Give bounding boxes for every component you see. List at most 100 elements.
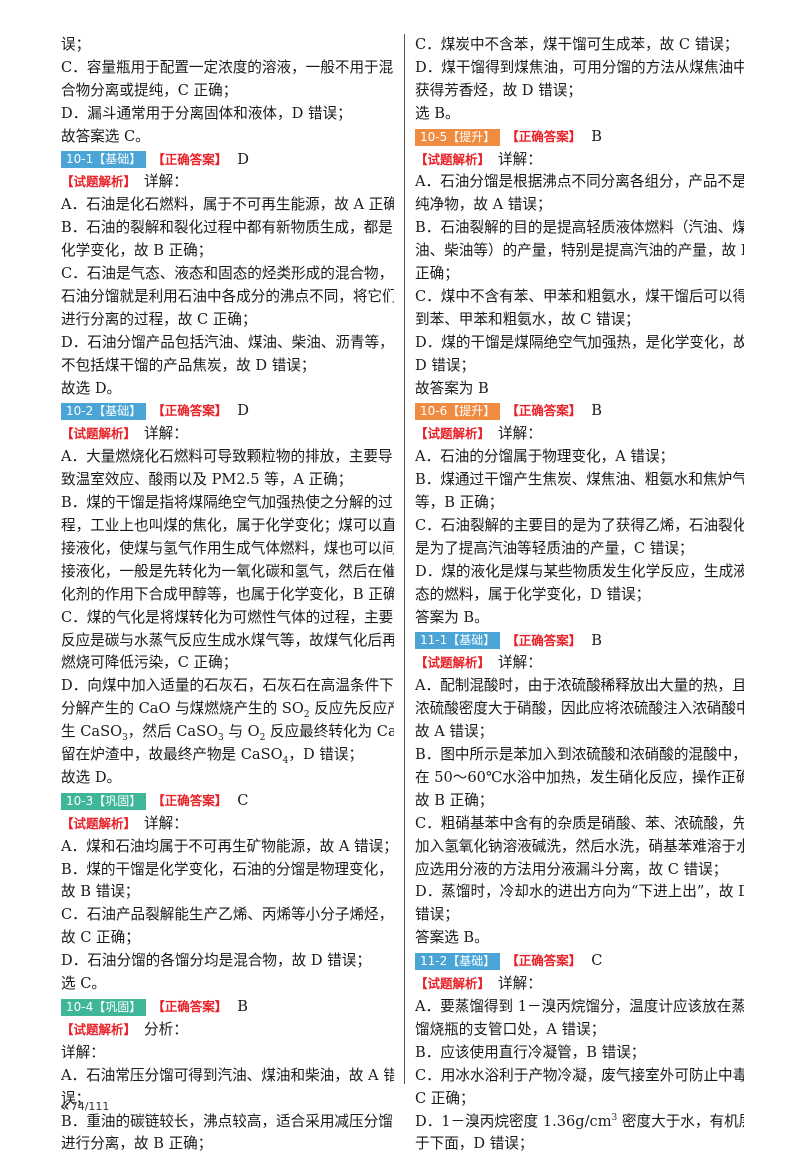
analysis-suffix: 详解： [144, 814, 188, 832]
correct-answer-value: B [591, 402, 602, 420]
back-arrows-icon[interactable]: « [60, 1097, 70, 1115]
analysis-header: 【试题解析】 分析： [61, 1019, 394, 1042]
text-line: 选 B。 [415, 104, 460, 122]
text-line: 故选 D。 [61, 768, 122, 786]
text-line: C．煤中不含有苯、甲苯和粗氨水，煤干馏后可以得 [415, 287, 744, 305]
text-line: 分解产生的 CaO 与煤燃烧产生的 SO2 反应先反应产 [61, 700, 394, 721]
correct-answer-value: B [237, 998, 248, 1016]
text-line: D．石油分馏产品包括汽油、煤油、柴油、沥青等， [61, 333, 394, 351]
question-code: 10-3 [66, 793, 94, 808]
text-line: 详解： [61, 1043, 105, 1061]
text-line: 态的燃料，属于化学变化，D 错误； [415, 585, 651, 603]
text-line: 燃烧可降低污染，C 正确； [61, 654, 238, 672]
text-line: A．石油是化石燃料，属于不可再生能源，故 A 正确； [61, 196, 394, 214]
analysis-suffix: 分析： [144, 1020, 188, 1038]
text-line: 进行分离，故 B 正确； [61, 1135, 213, 1153]
text-line: 油、柴油等）的产量，特别是提高汽油的产量，故 B [415, 242, 744, 260]
difficulty-label: 【基础】 [447, 633, 496, 648]
text-line: 正确； [415, 265, 459, 283]
analysis-label: 【试题解析】 [415, 976, 491, 992]
text-line: B．应该使用直行冷凝管，B 错误； [415, 1043, 646, 1061]
text-line: 误； [61, 36, 91, 53]
question-header: 10-4【巩固】 【正确答案】 B [61, 996, 394, 1019]
difficulty-label: 【基础】 [93, 152, 142, 167]
text-line: A．大量燃烧化石燃料可导致颗粒物的排放，主要导 [61, 448, 393, 466]
text-line: 故 B 错误； [61, 883, 140, 901]
text-line: A．配制混酸时，由于浓硫酸稀释放出大量的热，且 [415, 677, 744, 695]
question-tag: 11-1【基础】 [415, 632, 501, 650]
text-line: 应选用分液的方法用分液漏斗分离，故 C 错误； [415, 860, 728, 878]
question-tag: 10-1【基础】 [61, 151, 147, 169]
analysis-label: 【试题解析】 [61, 174, 137, 190]
difficulty-label: 【提升】 [447, 129, 496, 144]
text-line: C 正确； [415, 1089, 475, 1107]
analysis-header: 【试题解析】 详解： [415, 652, 744, 675]
text-line: 等，B 正确； [415, 494, 504, 512]
text-line: B．石油的裂解和裂化过程中都有新物质生成，都是 [61, 219, 393, 237]
analysis-suffix: 详解： [144, 173, 188, 191]
text-line: 选 C。 [61, 975, 106, 993]
text-line: 留在炉渣中，故最终产物是 CaSO4，D 错误； [61, 746, 364, 766]
correct-answer-label: 【正确答案】 [506, 128, 582, 144]
text-line: 合物分离或提纯，C 正确； [61, 81, 238, 99]
question-code: 10-1 [66, 152, 94, 167]
text-line: 反应是碳与水蒸气反应生成水煤气等，故煤气化后再 [61, 631, 394, 649]
correct-answer-value: D [237, 150, 249, 168]
text-line: D．石油分馏的各馏分均是混合物，故 D 错误； [61, 952, 371, 970]
analysis-label: 【试题解析】 [415, 426, 491, 442]
analysis-label: 【试题解析】 [61, 426, 137, 442]
text-line: 致温室效应、酸雨以及 PM2.5 等，A 正确； [61, 471, 353, 489]
text-line: C．石油产品裂解能生产乙烯、丙烯等小分子烯烃， [61, 906, 394, 924]
text-line: C．石油裂解的主要目的是为了获得乙烯，石油裂化 [415, 517, 744, 534]
analysis-header: 【试题解析】 详解： [61, 813, 394, 836]
column-divider [404, 34, 405, 1084]
text-line: 答案为 B。 [415, 608, 489, 626]
correct-answer-label: 【正确答案】 [506, 403, 582, 419]
question-header: 10-5【提升】 【正确答案】 B [415, 126, 744, 149]
text-line: 石油分馏就是利用石油中各成分的沸点不同，将它们 [61, 287, 394, 305]
text-line: 到苯、甲苯和粗氨水，故 C 错误； [415, 310, 640, 328]
text-line: 接液化，使煤与氢气作用生成气体燃料，煤也可以间 [61, 539, 394, 557]
analysis-label: 【试题解析】 [61, 1021, 137, 1037]
text-line: C．用冰水浴利于产物冷凝，废气接室外可防止中毒， [415, 1066, 744, 1084]
text-line: A．要蒸馏得到 1－溴丙烷馏分，温度计应该放在蒸 [415, 998, 744, 1015]
text-line: 故 C 正确； [61, 929, 140, 947]
analysis-label: 【试题解析】 [415, 655, 491, 671]
question-header: 10-3【巩固】 【正确答案】 C [61, 790, 394, 813]
text-line: 程，工业上也叫煤的焦化，属于化学变化；煤可以直 [61, 517, 394, 534]
analysis-header: 【试题解析】 详解： [415, 973, 744, 996]
correct-answer-value: D [237, 402, 249, 420]
text-line: 浓硫酸密度大于硝酸，因此应将浓硫酸注入浓硝酸中， [415, 700, 744, 718]
text-line: D．漏斗通常用于分离固体和液体，D 错误； [61, 104, 352, 122]
question-tag: 10-6【提升】 [415, 403, 501, 421]
text-line: 于下面，D 错误； [415, 1135, 534, 1153]
text-line: 不包括煤干馏的产品焦炭，故 D 错误； [61, 356, 316, 374]
analysis-suffix: 详解： [498, 150, 542, 168]
text-line: 化剂的作用下合成甲醇等，也属于化学变化，B 正确； [61, 585, 394, 603]
text-line: B．煤的干馏是化学变化，石油的分馏是物理变化， [61, 860, 393, 878]
text-line: D．煤干馏得到煤焦油，可用分馏的方法从煤焦油中 [415, 58, 744, 76]
text-line: C．煤的气化是将煤转化为可燃性气体的过程，主要 [61, 608, 394, 626]
text-line: D．1－溴丙烷密度 1.36g/cm3 密度大于水，有机层位 [415, 1112, 744, 1130]
right-column: C．煤炭中不含苯，煤干馏可生成苯，故 C 错误； D．煤干馏得到煤焦油，可用分馏的… [415, 34, 744, 1156]
text-line: 在 50～60℃水浴中加热，发生硝化反应，操作正确， [415, 768, 744, 786]
text-line: A．煤和石油均属于不可再生矿物能源，故 A 错误； [61, 837, 394, 855]
text-line: D．煤的液化是煤与某些物质发生化学反应，生成液 [415, 562, 744, 580]
correct-answer-label: 【正确答案】 [152, 403, 228, 419]
question-tag: 10-2【基础】 [61, 403, 147, 421]
correct-answer-value: B [591, 631, 602, 649]
correct-answer-value: C [591, 952, 603, 970]
question-header: 10-2【基础】 【正确答案】 D [61, 400, 394, 423]
text-line: 故 A 错误； [415, 723, 494, 741]
text-line: A．石油分馏是根据沸点不同分离各组分，产品不是 [415, 173, 744, 191]
text-line: C．粗硝基苯中含有的杂质是硝酸、苯、浓硫酸，先 [415, 814, 744, 832]
question-code: 11-1 [420, 633, 448, 648]
text-line: B．煤通过干馏产生焦炭、煤焦油、粗氨水和焦炉气 [415, 471, 744, 489]
question-tag: 10-3【巩固】 [61, 792, 147, 810]
question-tag: 11-2【基础】 [415, 953, 501, 971]
question-header: 10-6【提升】 【正确答案】 B [415, 400, 744, 423]
text-line: D．煤的干馏是煤隔绝空气加强热，是化学变化，故 [415, 333, 744, 351]
analysis-header: 【试题解析】 详解： [415, 423, 744, 446]
text-line: 进行分离的过程，故 C 正确； [61, 310, 257, 328]
text-line: 故 B 正确； [415, 791, 494, 809]
